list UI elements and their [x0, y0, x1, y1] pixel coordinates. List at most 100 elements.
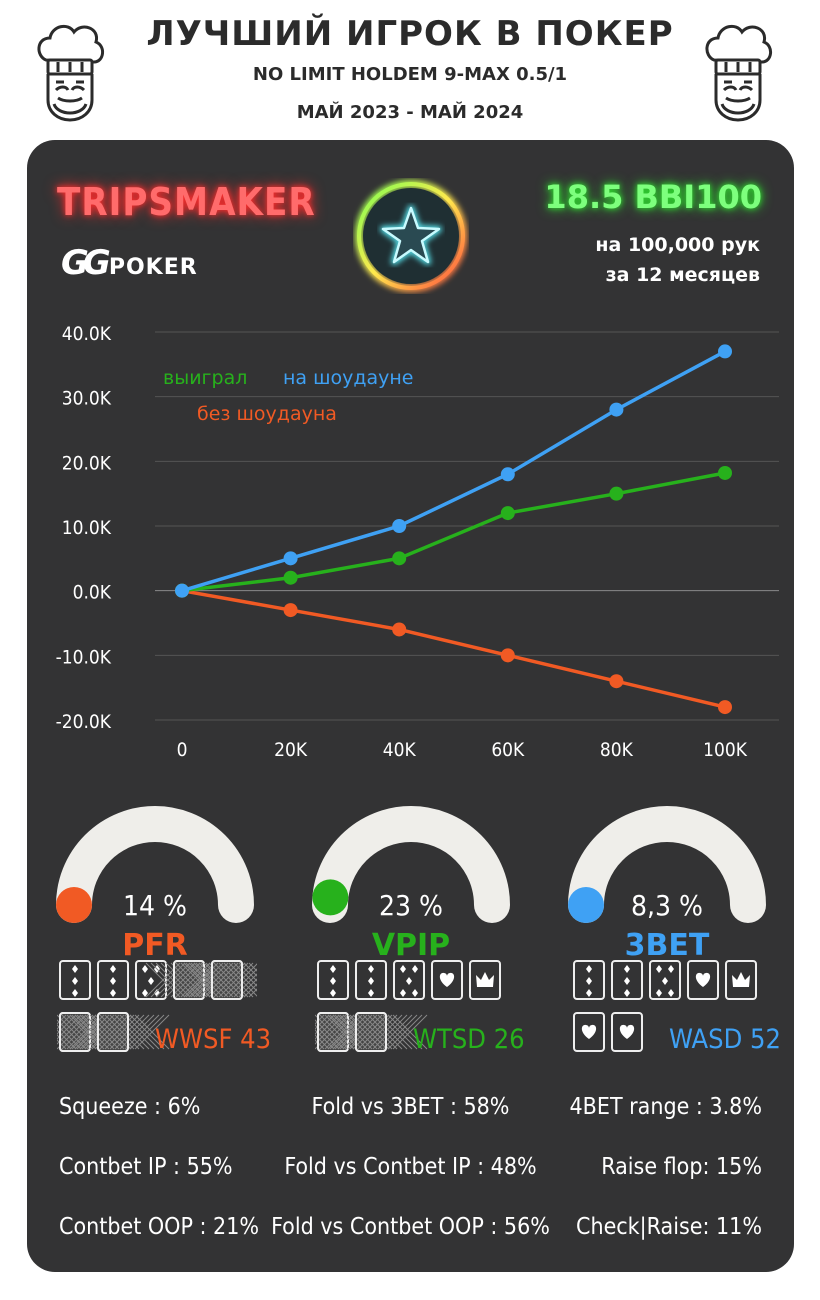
- period-subtitle: МАЙ 2023 - МАЙ 2024: [296, 102, 524, 123]
- x-tick-label: 40K: [383, 739, 417, 761]
- x-tick-label: 60K: [491, 739, 525, 761]
- heart-icon: [581, 1024, 597, 1039]
- data-point: [283, 603, 298, 618]
- x-tick-label: 80K: [600, 739, 634, 761]
- gauge-knob: [312, 879, 349, 916]
- playing-card: [183, 960, 257, 1000]
- heart-icon: [619, 1024, 635, 1039]
- playing-card: [97, 960, 129, 1000]
- playing-card: [431, 960, 463, 1000]
- stat-fold-vs-3bet: Fold vs 3BET : 58%: [311, 1094, 510, 1120]
- y-tick-label: 0.0K: [73, 582, 112, 604]
- heart-icon: [439, 972, 455, 987]
- x-tick-label: 0: [177, 739, 188, 761]
- diamond-pip: [330, 977, 336, 985]
- stat-fold-vs-contbet-oop: Fold vs Contbet OOP : 56%: [271, 1214, 550, 1240]
- diamond-pip: [624, 989, 630, 997]
- data-point: [283, 551, 298, 566]
- diamond-pip: [412, 989, 418, 997]
- diamond-pip: [412, 965, 418, 973]
- diamond-pip: [110, 965, 116, 973]
- diamond-pip: [662, 977, 668, 985]
- diamond-pip: [72, 977, 78, 985]
- gauge-value: 14 %: [123, 889, 187, 922]
- playing-card: [327, 1012, 428, 1052]
- gauge-label: PFR: [122, 928, 188, 963]
- playing-card: [573, 960, 605, 1000]
- diamond-pip: [368, 989, 374, 997]
- legend-label: без шоудауна: [197, 403, 337, 425]
- data-point: [718, 465, 732, 480]
- x-tick-label: 100K: [703, 739, 748, 761]
- gauge-label: 3BET: [625, 928, 710, 963]
- y-tick-label: 30.0K: [62, 388, 112, 410]
- x-tick-label: 20K: [274, 739, 308, 761]
- gauge-value: 8,3 %: [631, 889, 703, 922]
- playing-card: [393, 960, 425, 1000]
- gauge-track: [56, 806, 254, 923]
- diamond-pip: [72, 965, 78, 973]
- diamond-pip: [368, 977, 374, 985]
- playing-card: [355, 960, 387, 1000]
- y-tick-label: 10.0K: [62, 517, 112, 539]
- stat-contbet-oop: Contbet OOP : 21%: [59, 1214, 260, 1240]
- y-tick-label: -10.0K: [56, 646, 112, 668]
- playing-card: [69, 1012, 170, 1052]
- stat-fold-vs-contbet-ip: Fold vs Contbet IP : 48%: [284, 1154, 537, 1180]
- chef-icon: [37, 24, 104, 122]
- series-line: [181, 588, 726, 709]
- diamond-pip: [110, 989, 116, 997]
- winnings-chart: 40.0K 30.0K 20.0K 10.0K 0.0K -10.0K -20.0K 0 20K…: [56, 323, 779, 761]
- data-point: [283, 570, 298, 585]
- gauge-value: 23 %: [379, 889, 443, 922]
- diamond-pip: [406, 977, 412, 985]
- gauge-track: [568, 806, 766, 923]
- chef-icon: [705, 24, 772, 122]
- crown-icon: [732, 972, 750, 987]
- diamond-pip: [110, 977, 116, 985]
- data-point: [500, 506, 515, 521]
- data-point: [609, 674, 624, 689]
- data-point: [392, 622, 407, 637]
- gg-logo-mark: GG: [61, 243, 111, 283]
- playing-card: [687, 960, 719, 1000]
- data-point: [500, 467, 515, 482]
- diamond-pip: [624, 977, 630, 985]
- diamond-pip: [330, 989, 336, 997]
- cards-group-1: [57, 960, 257, 1052]
- data-point: [609, 486, 624, 501]
- stat-check-raise: Check|Raise: 11%: [576, 1214, 762, 1240]
- diamond-pip: [142, 989, 148, 997]
- playing-card: [649, 960, 681, 1000]
- stat-squeeze: Squeeze : 6%: [59, 1094, 201, 1120]
- playing-card: [317, 960, 349, 1000]
- playing-card: [725, 960, 757, 1000]
- diamond-pip: [142, 965, 148, 973]
- diamond-pip: [400, 989, 406, 997]
- diamond-pip: [656, 965, 662, 973]
- diamond-pip: [330, 965, 336, 973]
- gauge-knob: [56, 887, 92, 923]
- months-count: за 12 месяцев: [605, 264, 760, 286]
- gauge-vpip: 23 % VPIP: [312, 806, 510, 963]
- diamond-pip: [656, 989, 662, 997]
- diamond-pip: [624, 965, 630, 973]
- legend-label: на шоудауне: [283, 367, 414, 389]
- diamond-pip: [586, 977, 592, 985]
- diamond-pip: [72, 989, 78, 997]
- heart-icon: [695, 972, 711, 987]
- gg-logo-text: POKER: [108, 255, 198, 280]
- playing-card: [135, 960, 167, 1000]
- stat-raise-flop: Raise flop: 15%: [601, 1154, 762, 1180]
- game-subtitle: NO LIMIT HOLDEM 9-MAX 0.5/1: [252, 64, 568, 85]
- playing-card: [573, 1012, 605, 1052]
- diamond-pip: [586, 965, 592, 973]
- data-point: [718, 700, 732, 715]
- gauge-pfr: 14 % PFR: [56, 806, 254, 963]
- gauge-track: [312, 806, 510, 923]
- winrate: 18.5 BBI100: [544, 178, 762, 216]
- ggpoker-logo: GG POKER: [61, 243, 198, 283]
- wtsd-label: WTSD 26: [413, 1024, 525, 1055]
- cards-group-3: [573, 960, 757, 1052]
- wasd-label: WASD 52: [669, 1024, 781, 1055]
